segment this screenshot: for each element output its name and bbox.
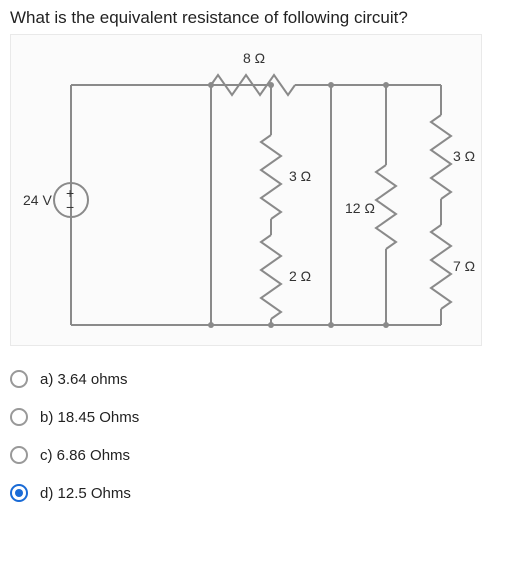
source-minus: − xyxy=(66,199,74,215)
option-d[interactable]: d) 12.5 Ohms xyxy=(10,484,513,502)
r-far-top-label: 3 Ω xyxy=(453,148,475,164)
option-label: b) 18.45 Ohms xyxy=(40,409,139,426)
option-c[interactable]: c) 6.86 Ohms xyxy=(10,446,513,464)
option-label: a) 3.64 ohms xyxy=(40,371,128,388)
option-label: d) 12.5 Ohms xyxy=(40,485,131,502)
r-mid-bot-label: 2 Ω xyxy=(289,268,311,284)
radio-icon xyxy=(10,408,28,426)
source-label: 24 V xyxy=(23,192,52,208)
r-top-label: 8 Ω xyxy=(243,50,265,66)
circuit-diagram: + − 24 V 8 Ω 3 Ω 2 Ω 12 Ω 3 Ω 7 Ω xyxy=(10,34,482,346)
option-a[interactable]: a) 3.64 ohms xyxy=(10,370,513,388)
radio-icon xyxy=(10,484,28,502)
r-far-bot-label: 7 Ω xyxy=(453,258,475,274)
r-right-mid-label: 12 Ω xyxy=(345,200,375,216)
radio-icon xyxy=(10,370,28,388)
question-text: What is the equivalent resistance of fol… xyxy=(10,8,513,28)
options-group: a) 3.64 ohms b) 18.45 Ohms c) 6.86 Ohms … xyxy=(10,370,513,502)
r-mid-top-label: 3 Ω xyxy=(289,168,311,184)
option-b[interactable]: b) 18.45 Ohms xyxy=(10,408,513,426)
radio-icon xyxy=(10,446,28,464)
option-label: c) 6.86 Ohms xyxy=(40,447,130,464)
